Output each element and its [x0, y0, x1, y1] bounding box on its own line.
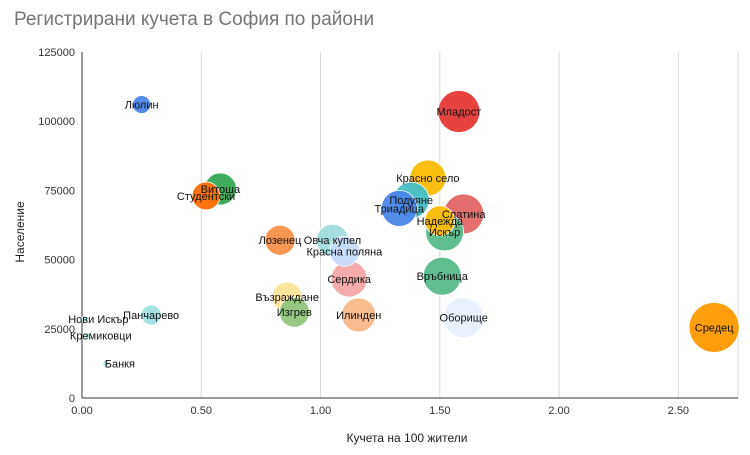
- bubble-point[interactable]: [443, 297, 485, 339]
- bubble-point[interactable]: [80, 315, 88, 323]
- bubble-label: Красна поляна: [307, 246, 384, 258]
- bubble-label: Изгрев: [277, 307, 312, 319]
- bubble-point[interactable]: [341, 297, 377, 333]
- bubble-point[interactable]: [102, 359, 110, 367]
- bubble-label: Лозенец: [259, 235, 302, 247]
- bubble-label: Кремиковци: [70, 331, 132, 343]
- bubble-label: Нови Искър: [68, 314, 128, 326]
- y-tick-label: 125000: [38, 47, 75, 59]
- bubble-point[interactable]: [380, 189, 418, 227]
- bubble-label: Овча купел: [304, 235, 361, 247]
- y-tick-label: 100000: [38, 116, 75, 128]
- bubble-label: Младост: [437, 107, 482, 119]
- bubble-label: Панчарево: [123, 310, 179, 322]
- bubble-label: Искър: [429, 227, 460, 239]
- x-tick-label: 0.50: [191, 405, 212, 417]
- x-tick-label: 1.50: [429, 405, 450, 417]
- bubble-point[interactable]: [264, 224, 296, 256]
- bubble-label: Сердика: [327, 274, 372, 286]
- bubble-point[interactable]: [132, 95, 152, 114]
- y-tick-label: 0: [69, 393, 75, 405]
- y-axis-title: Население: [13, 201, 27, 263]
- bubble-label: Връбница: [417, 271, 469, 283]
- bubble-label: Триадица: [375, 203, 425, 215]
- bubbles: [80, 90, 740, 367]
- bubble-point[interactable]: [278, 296, 310, 328]
- bubble-point[interactable]: [688, 302, 740, 353]
- bubble-label: Възраждане: [255, 292, 319, 304]
- x-tick-label: 1.00: [310, 405, 331, 417]
- x-tick-label: 0.00: [71, 405, 92, 417]
- bubble-point[interactable]: [191, 181, 221, 211]
- bubble-label: Надежда: [417, 216, 464, 228]
- bubble-point[interactable]: [424, 205, 456, 237]
- x-axis-title: Кучета на 100 жители: [347, 431, 468, 445]
- chart-title: Регистрирани кучета в София по райони: [14, 9, 375, 30]
- x-tick-label: 2.50: [668, 405, 689, 417]
- bubble-label: Студентски: [177, 191, 235, 203]
- bubble-label: Оборище: [440, 313, 488, 325]
- x-tick-label: 2.00: [548, 405, 569, 417]
- bubble-label: Слатина: [442, 209, 486, 221]
- y-tick-label: 75000: [44, 185, 75, 197]
- bubble-point[interactable]: [422, 256, 462, 296]
- bubble-point[interactable]: [83, 332, 91, 340]
- y-tick-label: 25000: [44, 324, 75, 336]
- bubble-point[interactable]: [437, 90, 481, 133]
- bubble-label: Витоша: [201, 184, 241, 196]
- bubble-label: Люлин: [125, 100, 159, 112]
- bubble-point[interactable]: [140, 304, 162, 326]
- bubble-label: Банкя: [105, 358, 135, 370]
- bubble-point[interactable]: [328, 235, 360, 267]
- axes: 0.00 0.50 1.00 1.50 2.00 2.50 0 25000 50000 75000…: [38, 47, 738, 417]
- bubble-label: Красно село: [396, 173, 459, 185]
- bubble-label: Подуяне: [389, 195, 433, 207]
- bubble-label: Илинден: [336, 310, 381, 322]
- bubble-label: Средец: [695, 322, 734, 334]
- y-tick-label: 50000: [44, 255, 75, 267]
